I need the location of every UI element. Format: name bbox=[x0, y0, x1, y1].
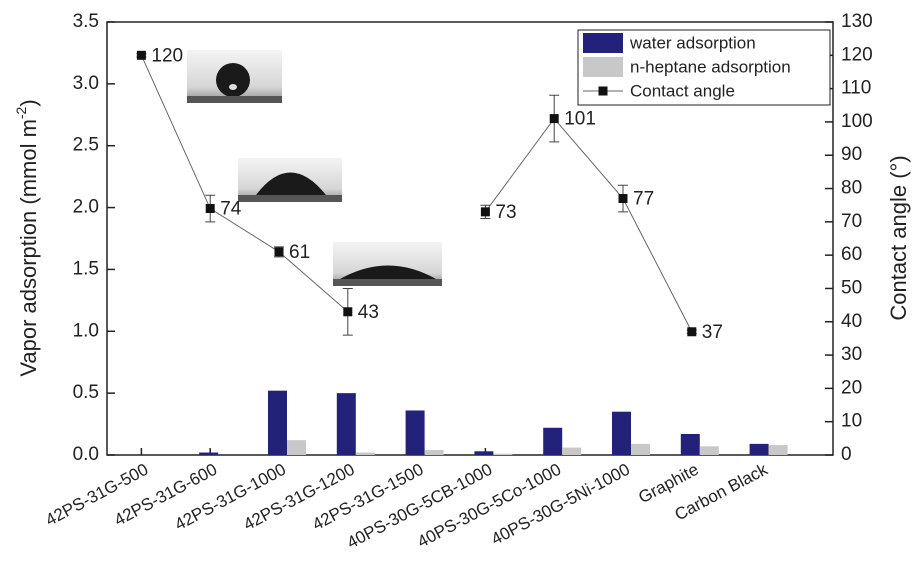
bar bbox=[474, 451, 493, 455]
y2-tick-label: 60 bbox=[841, 244, 862, 265]
point bbox=[206, 204, 215, 213]
bar bbox=[199, 453, 218, 455]
y2-tick-label: 120 bbox=[841, 44, 873, 65]
point bbox=[550, 114, 559, 123]
bar bbox=[337, 393, 356, 455]
value-label: 37 bbox=[702, 322, 723, 343]
y-tick-label: 2.0 bbox=[73, 197, 99, 218]
y2-tick-label: 100 bbox=[841, 111, 873, 132]
droplet-photo bbox=[187, 50, 282, 103]
bar bbox=[406, 410, 425, 455]
bar bbox=[769, 445, 788, 455]
y-tick-label: 0.0 bbox=[73, 444, 99, 465]
y2-tick-label: 70 bbox=[841, 211, 862, 232]
y2-tick-label: 0 bbox=[841, 444, 852, 465]
y-axis-title: Vapor adsorption (mmol m-2) bbox=[13, 99, 41, 376]
bar bbox=[356, 453, 375, 455]
value-label: 61 bbox=[289, 242, 310, 263]
value-label: 77 bbox=[633, 189, 654, 210]
y2-tick-label: 30 bbox=[841, 344, 862, 365]
y2-tick-label: 40 bbox=[841, 311, 862, 332]
legend-label: water adsorption bbox=[629, 33, 756, 52]
bar bbox=[543, 428, 562, 455]
y2-tick-label: 90 bbox=[841, 144, 862, 165]
bar bbox=[681, 434, 700, 455]
value-label: 120 bbox=[151, 45, 183, 66]
point bbox=[343, 307, 352, 316]
point bbox=[619, 194, 628, 203]
droplet-photo bbox=[238, 158, 342, 202]
legend-swatch bbox=[583, 57, 623, 77]
y-tick-label: 2.5 bbox=[73, 135, 99, 156]
y-tick-label: 0.5 bbox=[73, 382, 99, 403]
bar bbox=[750, 444, 769, 455]
value-label: 74 bbox=[220, 199, 242, 220]
y2-tick-label: 20 bbox=[841, 377, 862, 398]
point bbox=[481, 207, 490, 216]
page: {"chart_data": { "type": "bar", "ylabel"… bbox=[0, 0, 915, 567]
y2-tick-label: 50 bbox=[841, 277, 862, 298]
y2-tick-label: 130 bbox=[841, 11, 873, 32]
bar bbox=[425, 450, 444, 455]
bar bbox=[562, 448, 581, 455]
y2-tick-label: 10 bbox=[841, 411, 862, 432]
bar bbox=[287, 440, 306, 455]
droplet-photo bbox=[333, 242, 442, 286]
y2-tick-label: 110 bbox=[841, 78, 871, 99]
legend-swatch bbox=[599, 87, 608, 96]
value-label: 73 bbox=[495, 202, 516, 223]
value-label: 43 bbox=[358, 302, 379, 323]
y2-axis-title: Contact angle (°) bbox=[886, 155, 911, 320]
y-tick-label: 1.0 bbox=[73, 320, 99, 341]
y-tick-label: 3.5 bbox=[73, 11, 99, 32]
value-label: 101 bbox=[564, 109, 596, 130]
bar bbox=[631, 444, 650, 455]
legend-label: Contact angle bbox=[630, 81, 735, 100]
point bbox=[275, 247, 284, 256]
y-tick-label: 3.0 bbox=[73, 73, 99, 94]
chart: Vapor adsorption (mmol m-2) Contact angl… bbox=[0, 0, 915, 567]
point bbox=[687, 327, 696, 336]
bar bbox=[268, 391, 287, 455]
bar bbox=[493, 454, 512, 455]
y-tick-label: 1.5 bbox=[73, 258, 99, 279]
legend-label: n-heptane adsorption bbox=[630, 57, 791, 76]
bar bbox=[612, 412, 631, 455]
y2-tick-label: 80 bbox=[841, 178, 862, 199]
point bbox=[137, 51, 146, 60]
bar bbox=[700, 446, 719, 455]
legend-swatch bbox=[583, 33, 623, 53]
